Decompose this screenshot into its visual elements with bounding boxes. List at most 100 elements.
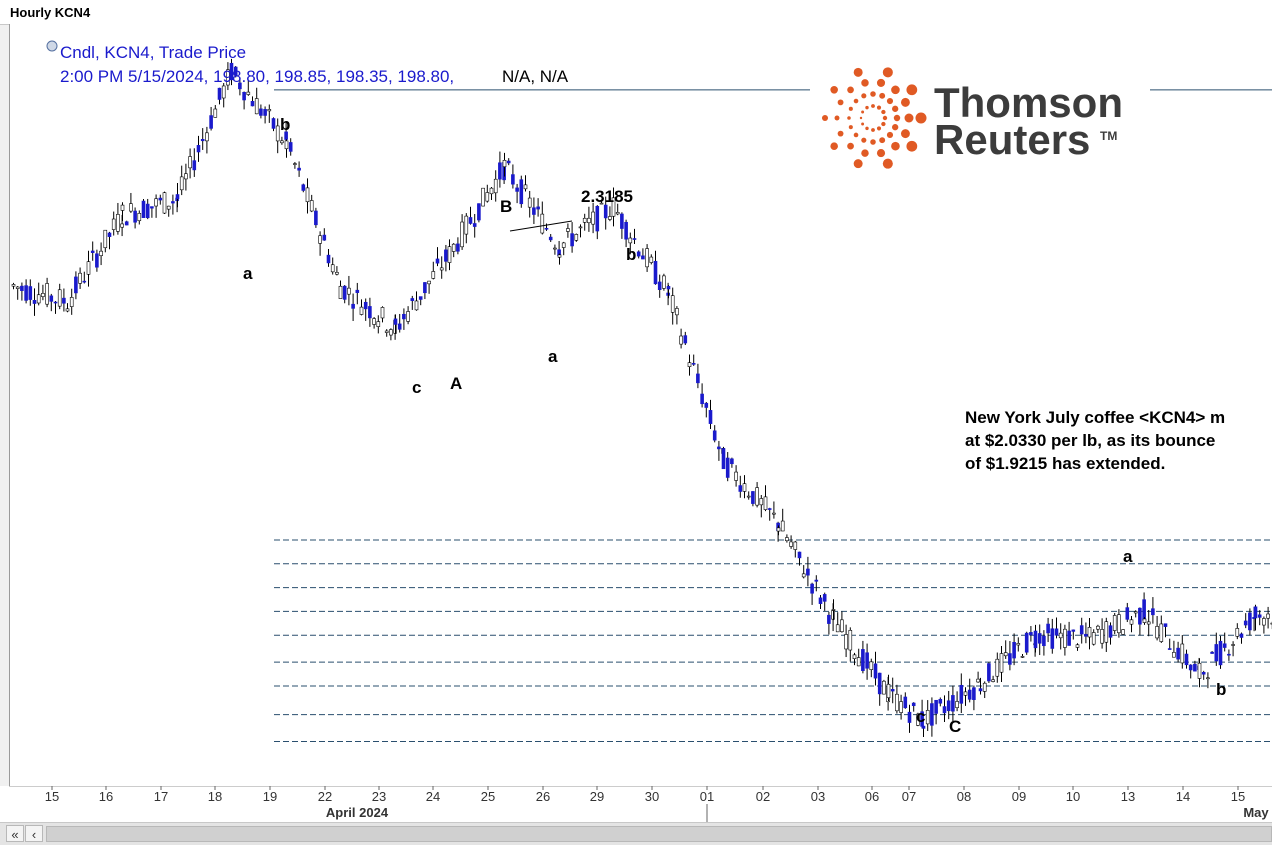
candle-body	[967, 689, 972, 700]
annotation: New York July coffee <KCN4> m at $2.0330…	[965, 408, 1225, 473]
logo-dot	[891, 85, 900, 95]
candle-body	[57, 289, 62, 307]
candle-body	[903, 696, 908, 709]
candle-body	[418, 296, 423, 300]
candle-body	[831, 609, 836, 611]
candle-body	[704, 402, 709, 408]
candle-body	[1079, 625, 1084, 635]
candle-body	[280, 140, 284, 144]
logo-dot	[904, 113, 914, 123]
info-toggle-icon[interactable]	[46, 40, 58, 52]
logo-dot	[881, 109, 886, 115]
candle-body	[751, 491, 755, 504]
logo-dots-icon	[821, 67, 927, 169]
candle-body	[326, 254, 331, 264]
month-label: May	[1243, 805, 1269, 820]
fib-levels	[274, 539, 1272, 743]
candle-body	[99, 250, 103, 257]
candle-body	[376, 321, 381, 327]
candle-body	[263, 109, 267, 116]
candle-body	[653, 260, 658, 285]
candle-body	[372, 318, 376, 325]
candle-body	[28, 286, 33, 300]
candle-body	[444, 249, 448, 262]
candle-body	[468, 217, 473, 224]
logo-dot	[870, 91, 876, 97]
candles	[11, 58, 1272, 738]
candle-body	[229, 62, 234, 81]
candle-body	[1020, 656, 1025, 658]
candle-body	[645, 248, 649, 268]
scroll-first-button[interactable]: «	[6, 825, 24, 842]
logo-dot	[879, 137, 886, 144]
candle-body	[721, 448, 726, 470]
candle-body	[822, 594, 827, 602]
chart-area[interactable]: Cndl, KCN4, Trade Price 2:00 PM 5/15/202…	[9, 24, 1272, 787]
annotation-line-2: at $2.0330 per lb, as its bounce	[965, 431, 1215, 450]
candle-body	[1096, 625, 1100, 630]
scroll-prev-button[interactable]: ‹	[25, 825, 43, 842]
candle-body	[36, 294, 41, 304]
candle-body	[301, 184, 306, 191]
logo-dot	[861, 149, 869, 157]
x-tick-label: 26	[536, 789, 550, 804]
price-chart[interactable]: Cndl, KCN4, Trade Price 2:00 PM 5/15/202…	[10, 24, 1272, 786]
logo-dot	[847, 116, 851, 120]
candle-body	[793, 541, 798, 550]
candle-body	[785, 537, 789, 542]
candle-body	[1172, 652, 1176, 658]
candle-body	[666, 286, 671, 290]
last-bar-extra: N/A, N/A	[502, 67, 569, 86]
x-tick-label: 30	[645, 789, 659, 804]
candle-body	[649, 256, 654, 263]
window-title: Hourly KCN4	[10, 5, 91, 20]
candle-body	[991, 679, 995, 682]
candle-body	[587, 217, 591, 224]
candle-body	[687, 362, 692, 367]
candle-body	[489, 187, 494, 195]
candle-body	[472, 223, 477, 227]
candle-body	[137, 213, 142, 222]
logo-dot	[821, 114, 829, 122]
logo-dot	[882, 158, 893, 169]
logo-dot	[861, 137, 867, 143]
candle-body	[696, 373, 700, 384]
candle-body	[574, 234, 579, 241]
scrollbar-track[interactable]	[46, 826, 1272, 842]
candle-body	[53, 301, 58, 304]
candle-body	[233, 66, 238, 76]
candle-body	[942, 706, 947, 714]
candle-body	[166, 205, 171, 210]
candle-body	[982, 682, 987, 692]
x-tick-label: 09	[1012, 789, 1026, 804]
logo-dot	[893, 114, 901, 122]
wave-label: C	[949, 717, 961, 736]
candle-body	[907, 711, 912, 723]
candle-body	[1243, 620, 1248, 626]
logo-dot	[886, 97, 894, 105]
logo-dot	[853, 98, 859, 104]
candle-body	[1146, 621, 1151, 625]
candle-body	[1159, 623, 1164, 642]
candle-body	[844, 634, 848, 650]
candle-body	[641, 255, 645, 260]
candle-body	[1050, 628, 1055, 649]
candle-body	[41, 293, 45, 297]
candle-body	[951, 695, 955, 712]
horizontal-scrollbar[interactable]: « ‹	[0, 822, 1272, 845]
candle-body	[1184, 653, 1189, 666]
logo-dot	[915, 112, 927, 124]
candle-body	[1176, 647, 1180, 660]
candle-body	[145, 203, 150, 219]
candle-body	[566, 228, 570, 232]
candle-body	[129, 203, 133, 212]
candle-body	[557, 254, 562, 258]
candle-body	[284, 140, 289, 150]
candle-body	[882, 680, 886, 695]
candle-body	[133, 210, 137, 223]
x-tick-label: 22	[318, 789, 332, 804]
candle-body	[582, 217, 587, 223]
candle-body	[456, 243, 460, 252]
logo-dot	[859, 116, 863, 120]
logo-dot	[853, 67, 863, 77]
